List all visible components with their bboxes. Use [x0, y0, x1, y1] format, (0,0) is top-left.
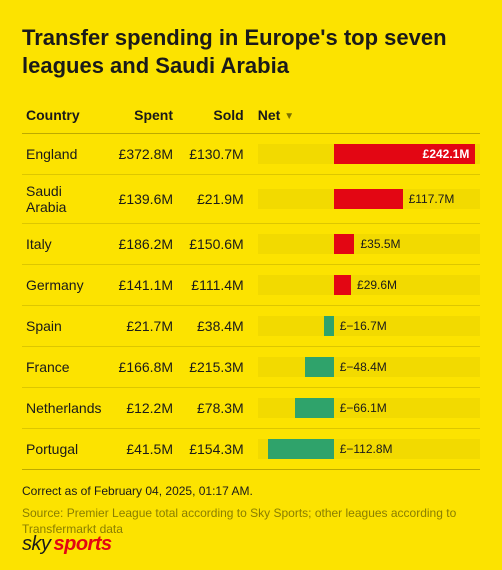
col-header-spent[interactable]: Spent	[106, 101, 177, 134]
cell-country: England	[22, 134, 106, 175]
net-bar-wrap: £−112.8M	[258, 437, 480, 461]
table-row: Saudi Arabia£139.6M£21.9M £117.7M	[22, 175, 480, 224]
footnote-text: Correct as of February 04, 2025, 01:17 A…	[22, 484, 480, 498]
cell-country: Portugal	[22, 429, 106, 470]
cell-sold: £38.4M	[177, 306, 248, 347]
cell-country: Spain	[22, 306, 106, 347]
net-bar	[334, 234, 355, 254]
cell-sold: £130.7M	[177, 134, 248, 175]
cell-spent: £139.6M	[106, 175, 177, 224]
chart-card: Transfer spending in Europe's top seven …	[0, 0, 502, 570]
net-bar-wrap: £35.5M	[258, 232, 480, 256]
net-bar	[305, 357, 333, 377]
net-bar-label: £35.5M	[354, 232, 400, 256]
cell-net: £−48.4M	[248, 347, 480, 388]
net-bar-wrap: £117.7M	[258, 187, 480, 211]
cell-net: £−66.1M	[248, 388, 480, 429]
cell-spent: £186.2M	[106, 224, 177, 265]
col-header-net-label: Net	[258, 107, 281, 123]
cell-spent: £12.2M	[106, 388, 177, 429]
cell-net: £242.1M	[248, 134, 480, 175]
table-row: Germany£141.1M£111.4M £29.6M	[22, 265, 480, 306]
cell-net: £−16.7M	[248, 306, 480, 347]
net-bar	[268, 439, 334, 459]
cell-country: Italy	[22, 224, 106, 265]
net-bar-label: £−66.1M	[334, 396, 387, 420]
data-table: Country Spent Sold Net▼ England£372.8M£1…	[22, 101, 480, 470]
cell-spent: £372.8M	[106, 134, 177, 175]
cell-sold: £215.3M	[177, 347, 248, 388]
net-bar-label: £−112.8M	[334, 437, 393, 461]
net-bar-wrap: £−16.7M	[258, 314, 480, 338]
col-header-sold[interactable]: Sold	[177, 101, 248, 134]
header-row: Country Spent Sold Net▼	[22, 101, 480, 134]
table-row: France£166.8M£215.3M £−48.4M	[22, 347, 480, 388]
chart-title: Transfer spending in Europe's top seven …	[22, 24, 480, 79]
net-bar-wrap: £−48.4M	[258, 355, 480, 379]
net-bar-wrap: £242.1M	[258, 142, 480, 166]
cell-spent: £21.7M	[106, 306, 177, 347]
net-bar	[324, 316, 334, 336]
net-bar-label: £−48.4M	[334, 355, 387, 379]
net-bar	[295, 398, 334, 418]
col-header-country[interactable]: Country	[22, 101, 106, 134]
net-bar-wrap: £−66.1M	[258, 396, 480, 420]
cell-sold: £21.9M	[177, 175, 248, 224]
sort-descending-icon: ▼	[284, 111, 294, 122]
logo-sky-text: sky	[22, 533, 51, 556]
cell-sold: £78.3M	[177, 388, 248, 429]
net-bar-label: £29.6M	[351, 273, 397, 297]
cell-sold: £154.3M	[177, 429, 248, 470]
table-row: Spain£21.7M£38.4M £−16.7M	[22, 306, 480, 347]
cell-country: Netherlands	[22, 388, 106, 429]
table-row: Netherlands£12.2M£78.3M £−66.1M	[22, 388, 480, 429]
cell-spent: £141.1M	[106, 265, 177, 306]
net-bar-label: £242.1M	[334, 142, 476, 166]
cell-country: Germany	[22, 265, 106, 306]
cell-sold: £111.4M	[177, 265, 248, 306]
cell-net: £35.5M	[248, 224, 480, 265]
net-bar-wrap: £29.6M	[258, 273, 480, 297]
table-row: England£372.8M£130.7M £242.1M	[22, 134, 480, 175]
cell-spent: £166.8M	[106, 347, 177, 388]
net-bar-label: £117.7M	[403, 187, 455, 211]
net-bar	[334, 275, 351, 295]
net-bar-label: £−16.7M	[334, 314, 387, 338]
cell-country: France	[22, 347, 106, 388]
logo-sports-text: sports	[54, 533, 112, 556]
table-row: Portugal£41.5M£154.3M £−112.8M	[22, 429, 480, 470]
cell-net: £117.7M	[248, 175, 480, 224]
cell-spent: £41.5M	[106, 429, 177, 470]
col-header-net[interactable]: Net▼	[248, 101, 480, 134]
cell-net: £29.6M	[248, 265, 480, 306]
sky-sports-logo: sky sports	[22, 533, 112, 556]
cell-country: Saudi Arabia	[22, 175, 106, 224]
cell-sold: £150.6M	[177, 224, 248, 265]
table-row: Italy£186.2M£150.6M £35.5M	[22, 224, 480, 265]
net-bar	[334, 189, 403, 209]
cell-net: £−112.8M	[248, 429, 480, 470]
